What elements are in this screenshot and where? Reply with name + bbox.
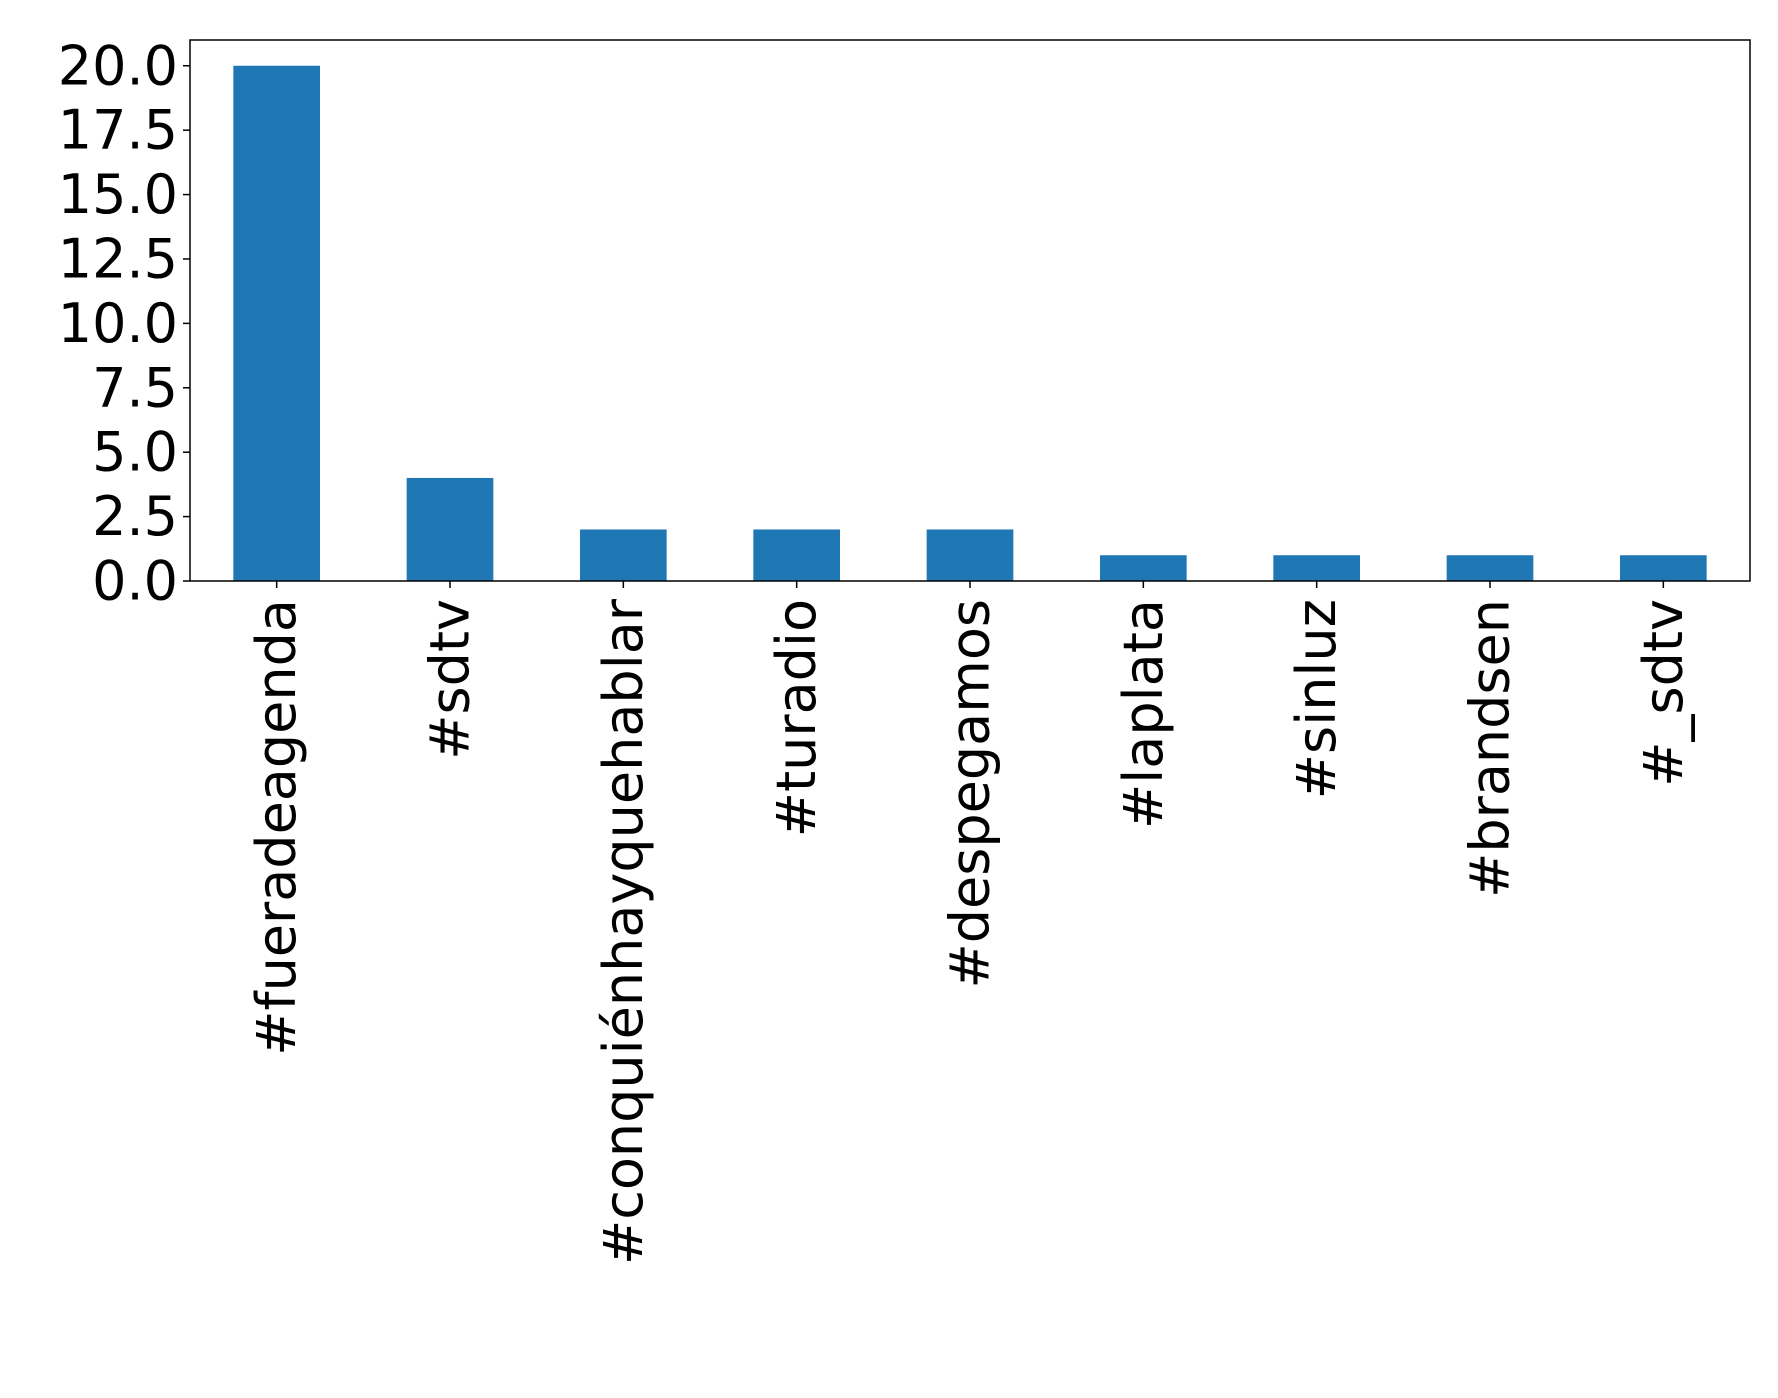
x-tick-label-4: #despegamos	[939, 599, 1002, 989]
x-tick-label-0: #fueradeagenda	[245, 599, 308, 1056]
y-tick-label-6: 15.0	[58, 163, 178, 226]
x-tick-label-1: #sdtv	[419, 599, 482, 760]
x-tick-label-3: #turadio	[765, 599, 828, 837]
y-tick-label-8: 20.0	[58, 34, 178, 97]
bar-1	[406, 477, 494, 581]
y-tick-label-2: 5.0	[92, 421, 178, 484]
bar-3	[753, 529, 840, 581]
x-tick-label-8: #_sdtv	[1632, 599, 1695, 787]
bars-group	[233, 65, 1707, 581]
y-tick-label-4: 10.0	[58, 292, 178, 355]
x-axis: #fueradeagenda #sdtv #conquiénhayquehablar…	[245, 581, 1695, 1265]
x-tick-label-5: #laplata	[1112, 599, 1175, 829]
plot-frame	[189, 39, 1751, 582]
x-tick-label-6: #sinluz	[1285, 599, 1348, 799]
y-tick-label-3: 7.5	[92, 356, 178, 419]
y-tick-label-5: 12.5	[58, 227, 178, 290]
bar-2	[580, 529, 667, 581]
y-tick-label-7: 17.5	[58, 99, 178, 162]
bar-5	[1100, 555, 1187, 581]
y-tick-label-1: 2.5	[92, 485, 178, 548]
x-tick-label-2: #conquiénhayquehablar	[592, 598, 655, 1265]
y-axis: 0.02.55.07.510.012.515.017.520.0	[58, 34, 190, 613]
bar-8	[1620, 555, 1707, 581]
bar-7	[1446, 555, 1534, 581]
bar-4	[926, 529, 1014, 581]
bar-0	[233, 65, 320, 581]
y-tick-label-0: 0.0	[92, 550, 178, 613]
bar-6	[1273, 555, 1360, 581]
x-tick-label-7: #brandsen	[1459, 599, 1522, 898]
